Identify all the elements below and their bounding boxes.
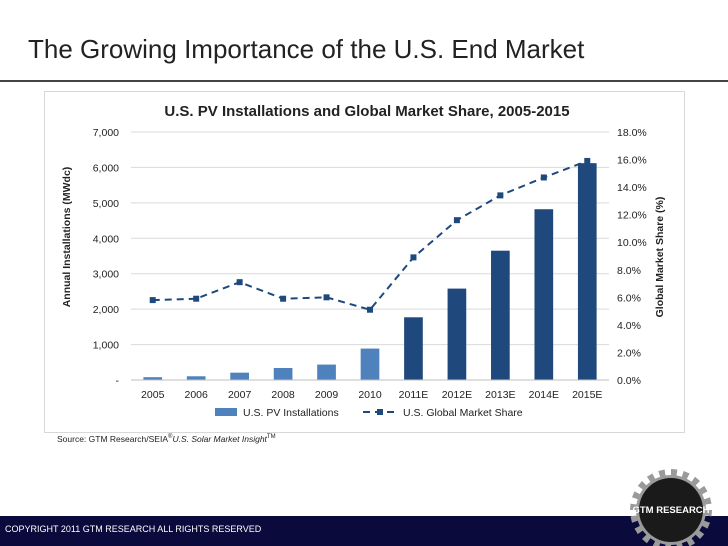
y2-tick-label: 18.0%	[617, 127, 647, 139]
source-reg: ®	[168, 434, 173, 441]
x-tick-label: 2013E	[485, 389, 515, 401]
y2-tick-label: 16.0%	[617, 155, 647, 167]
share-point	[193, 295, 200, 302]
y2-tick-label: 4.0%	[617, 320, 641, 332]
y-tick-label: 4,000	[93, 233, 119, 245]
chart: U.S. PV Installations and Global Market …	[61, 103, 666, 419]
y-tick-label: 2,000	[93, 304, 119, 316]
bar	[186, 376, 206, 380]
bar	[534, 209, 554, 380]
y2-tick-label: 10.0%	[617, 237, 647, 249]
y-tick-label: 3,000	[93, 269, 119, 281]
x-tick-label: 2008	[271, 389, 295, 401]
x-tick-label: 2005	[141, 389, 165, 401]
bar	[404, 317, 423, 380]
bar	[317, 364, 336, 380]
share-point	[410, 254, 417, 261]
y-tick-label: -	[116, 375, 120, 387]
legend-bar-swatch	[215, 408, 237, 416]
y2-tick-label: 0.0%	[617, 375, 641, 387]
gtm-research-logo: GTM RESEARCH	[630, 469, 712, 546]
y-tick-label: 5,000	[93, 198, 119, 210]
share-point	[280, 295, 287, 302]
x-tick-label: 2012E	[442, 389, 472, 401]
share-point	[149, 297, 156, 304]
y2-axis-label: Global Market Share (%)	[654, 197, 666, 318]
share-point	[540, 174, 547, 181]
y-tick-label: 6,000	[93, 162, 119, 174]
logo-text: GTM RESEARCH	[632, 505, 709, 516]
slide-title: The Growing Importance of the U.S. End M…	[28, 34, 585, 64]
y2-tick-label: 8.0%	[617, 265, 641, 277]
share-point	[497, 192, 504, 199]
gear-body	[639, 478, 703, 542]
copyright-text: COPYRIGHT 2011 GTM RESEARCH ALL RIGHTS R…	[5, 524, 262, 534]
y-tick-label: 7,000	[93, 127, 119, 139]
axes: - 1,000 2,000 3,000 4,000 5,000 6,000 7,000 0.0%…	[93, 127, 647, 401]
legend-line-label: U.S. Global Market Share	[403, 407, 523, 419]
gear-icon	[630, 469, 712, 546]
legend-line-marker	[377, 409, 383, 415]
bar	[273, 367, 293, 380]
bar	[577, 163, 597, 380]
share-point	[323, 294, 330, 301]
line-series	[149, 157, 591, 313]
y-tick-label: 1,000	[93, 340, 119, 352]
share-point	[236, 279, 243, 286]
share-point	[584, 157, 591, 164]
y-axis-label: Annual Installations (MWdc)	[61, 167, 73, 308]
source-italic: U.S. Solar Market Insight	[172, 434, 267, 444]
x-tick-label: 2006	[185, 389, 209, 401]
legend: U.S. PV Installations U.S. Global Market …	[215, 407, 523, 419]
y2-tick-label: 6.0%	[617, 292, 641, 304]
bar	[230, 372, 249, 380]
x-tick-label: 2010	[358, 389, 382, 401]
title-divider	[0, 80, 728, 82]
x-tick-label: 2011E	[399, 389, 429, 401]
x-tick-label: 2009	[315, 389, 339, 401]
legend-bar-label: U.S. PV Installations	[243, 407, 339, 419]
y2-tick-label: 12.0%	[617, 210, 647, 222]
share-point	[367, 306, 373, 313]
x-tick-label: 2015E	[572, 389, 602, 401]
bar	[143, 377, 163, 380]
source-tm: TM	[266, 434, 276, 441]
source-note: Source: GTM Research/SEIA®U.S. Solar Mar…	[57, 434, 276, 444]
bar	[447, 288, 467, 380]
bar	[491, 250, 510, 380]
share-line	[152, 159, 588, 311]
y2-tick-label: 14.0%	[617, 182, 647, 194]
x-tick-label: 2014E	[529, 389, 559, 401]
x-tick-label: 2007	[228, 389, 252, 401]
bar-series	[143, 163, 597, 380]
chart-panel: U.S. PV Installations and Global Market …	[44, 91, 685, 433]
y2-tick-label: 2.0%	[617, 347, 641, 359]
source-prefix: Source: GTM Research/SEIA	[57, 434, 169, 444]
bar	[360, 348, 380, 380]
share-point	[453, 217, 460, 224]
chart-title: U.S. PV Installations and Global Market …	[164, 103, 569, 120]
footer-bar	[0, 516, 728, 546]
